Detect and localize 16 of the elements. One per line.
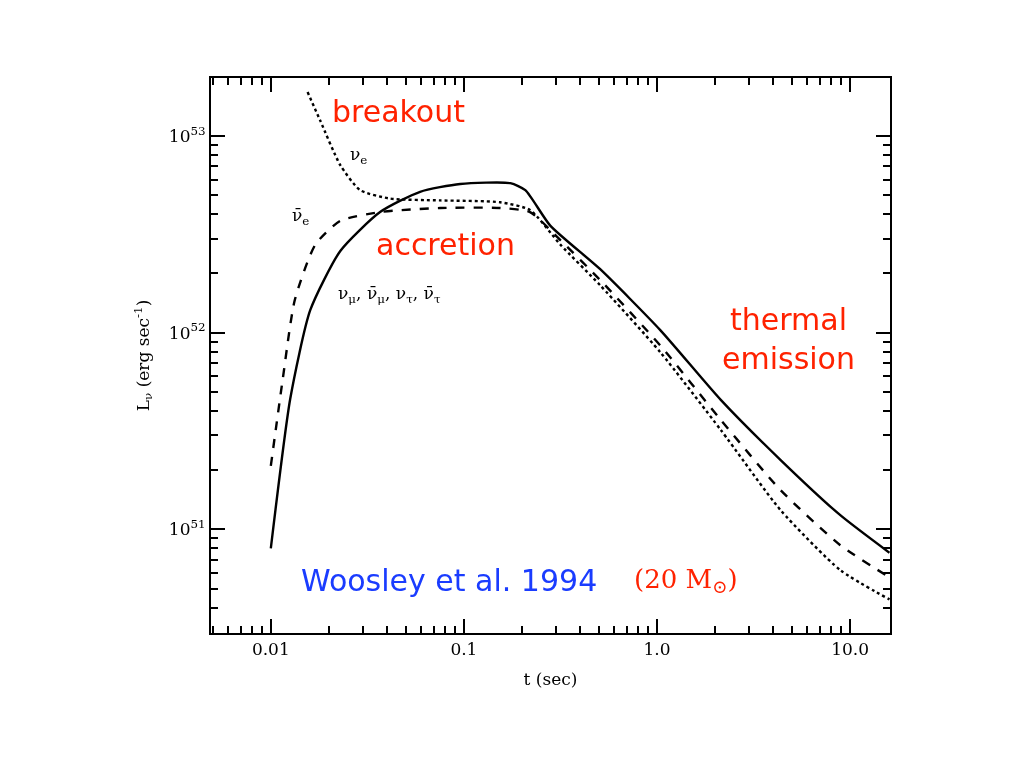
annotation: thermal emission	[722, 302, 855, 376]
x-tick-label: 0.01	[251, 639, 290, 660]
x-axis-title: t (sec)	[523, 669, 578, 690]
annotation: (20 M$_{⊙}$)	[634, 564, 738, 598]
series-label: ν$_{e}$	[350, 144, 368, 167]
annotation: Woosley et al. 1994	[301, 563, 598, 598]
x-tick-label: 0.1	[450, 639, 478, 660]
series-label: ν̄$_{e}$	[292, 205, 310, 228]
y-tick-label: 10$^{51}$	[168, 517, 206, 540]
x-tick-label: 1.0	[643, 639, 671, 660]
series-label: ν$_{μ}$, ν̄$_{μ}$, ν$_{τ}$, ν̄$_{τ}$	[338, 283, 441, 306]
x-tick-label: 10.0	[831, 639, 869, 660]
annotation: breakout	[332, 94, 466, 129]
y-tick-label: 10$^{53}$	[168, 123, 206, 146]
y-tick-label: 10$^{52}$	[168, 320, 206, 343]
annotation: accretion	[376, 227, 515, 262]
